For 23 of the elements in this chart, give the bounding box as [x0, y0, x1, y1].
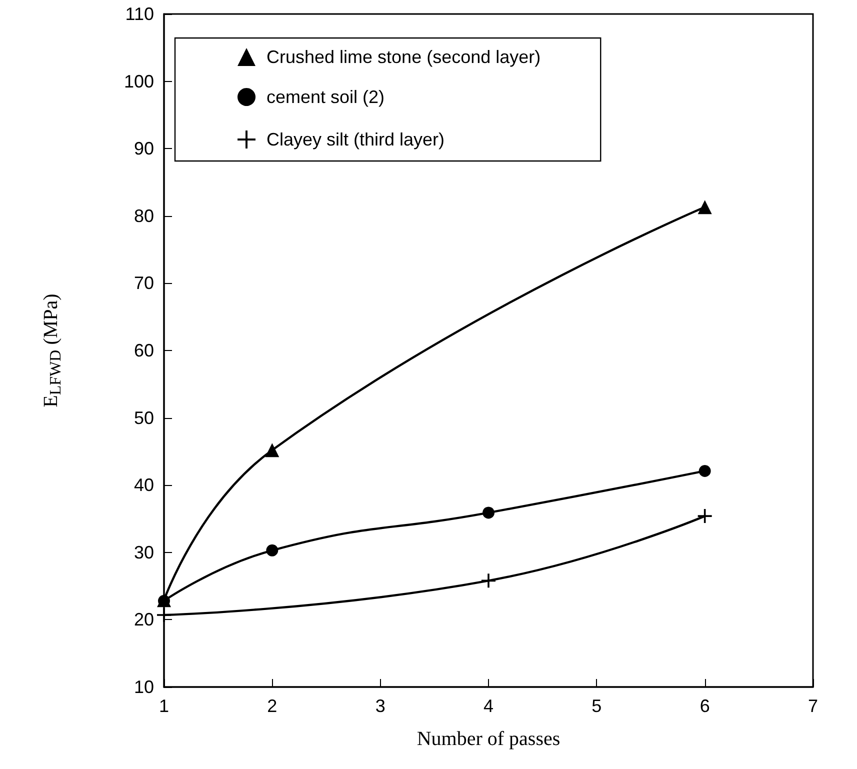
x-tick-label: 2 — [267, 696, 278, 716]
x-tick-label: 6 — [700, 696, 710, 716]
y-tick-label: 60 — [134, 340, 154, 360]
y-tick-label: 70 — [134, 273, 154, 294]
x-tick-label: 1 — [158, 696, 170, 716]
x-tick-label: 7 — [808, 696, 818, 716]
x-axis-title: Number of passes — [416, 728, 560, 750]
x-tick-label: 5 — [592, 696, 602, 716]
y-tick-label: 30 — [134, 542, 154, 562]
y-tick-label: 90 — [134, 138, 154, 159]
y-axis-title: ELFWD (MPa) — [40, 294, 64, 408]
y-tick-label: 40 — [134, 475, 154, 496]
legend-label: Crushed lime stone (second layer) — [266, 47, 541, 67]
y-tick-label: 100 — [124, 71, 154, 92]
y-tick-label: 50 — [134, 408, 154, 428]
x-tick-label: 3 — [375, 696, 386, 716]
y-tick-label: 80 — [134, 206, 154, 226]
y-tick-label: 10 — [134, 677, 154, 697]
x-tick-label: 4 — [483, 696, 494, 716]
legend-label: cement soil (2) — [266, 87, 385, 107]
y-tick-label: 110 — [125, 4, 154, 24]
y-tick-label: 20 — [134, 610, 154, 630]
legend-label: Clayey silt (third layer) — [266, 130, 445, 150]
